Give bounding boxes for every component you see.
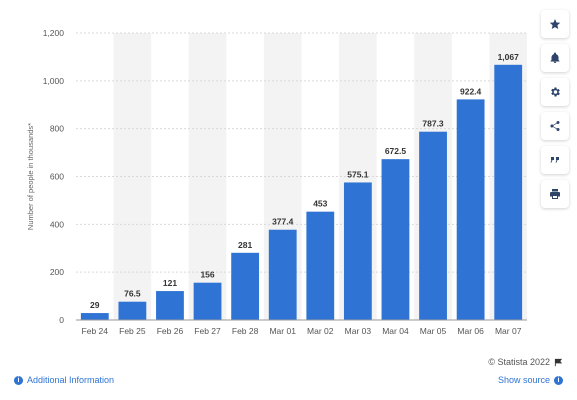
x-tick-label: Mar 05 — [420, 326, 447, 336]
data-label: 922.4 — [460, 86, 482, 96]
data-label: 787.3 — [422, 119, 444, 129]
data-label: 453 — [313, 199, 327, 209]
credit-text: © Statista 2022 — [488, 357, 550, 367]
bar[interactable] — [456, 99, 485, 320]
data-label: 672.5 — [385, 146, 407, 156]
settings-button[interactable] — [541, 78, 569, 106]
bar[interactable] — [494, 64, 523, 320]
data-labels: 29 76.5 121 156 281 377.4 453 575.1 672.5 787.3 92… — [90, 52, 519, 310]
data-label: 121 — [163, 278, 177, 288]
y-tick-label: 1,200 — [43, 28, 65, 38]
x-tick-label: Feb 28 — [232, 326, 259, 336]
y-axis-title: Number of people in thousands* — [26, 123, 35, 230]
gridlines — [76, 32, 527, 273]
bar[interactable] — [381, 159, 410, 320]
data-label: 1,067 — [498, 52, 520, 62]
quote-icon — [550, 157, 559, 163]
x-tick-label: Feb 27 — [194, 326, 221, 336]
statista-credit[interactable]: © Statista 2022 — [488, 357, 563, 367]
print-button[interactable] — [541, 180, 569, 208]
data-label: 156 — [200, 270, 214, 280]
x-tick-label: Feb 26 — [157, 326, 184, 336]
info-icon: i — [554, 375, 563, 385]
bar[interactable] — [156, 291, 184, 320]
additional-information-label: Additional Information — [27, 375, 115, 385]
cite-button[interactable] — [541, 146, 569, 174]
share-icon — [550, 120, 560, 131]
x-axis-ticks: Feb 24 Feb 25 Feb 26 Feb 27 Feb 28 Mar 01 Mar … — [82, 326, 522, 336]
data-label: 76.5 — [124, 289, 141, 299]
bar[interactable] — [80, 313, 109, 320]
bell-icon — [550, 52, 560, 63]
show-source-label: Show source — [497, 375, 550, 385]
y-tick-label: 600 — [50, 172, 64, 182]
printer-icon — [550, 189, 560, 199]
bar[interactable] — [343, 182, 372, 320]
bar[interactable] — [419, 131, 447, 320]
x-tick-label: Mar 06 — [457, 326, 484, 336]
x-tick-label: Mar 07 — [495, 326, 522, 336]
bar[interactable] — [268, 229, 297, 320]
y-axis-ticks: 0 200 400 600 800 1,000 1,200 — [43, 28, 65, 325]
share-button[interactable] — [541, 112, 569, 140]
y-tick-label: 800 — [50, 124, 64, 134]
y-tick-label: 1,000 — [43, 76, 65, 86]
gear-icon — [551, 87, 560, 97]
data-label: 281 — [238, 240, 252, 250]
notification-button[interactable] — [541, 44, 569, 72]
y-tick-label: 200 — [50, 267, 64, 277]
x-tick-label: Feb 25 — [119, 326, 146, 336]
data-label: 575.1 — [347, 169, 369, 179]
additional-information-link[interactable]: i Additional Information — [14, 375, 114, 385]
chart-toolbar — [539, 8, 571, 212]
bars — [80, 64, 523, 320]
y-tick-label: 400 — [50, 219, 64, 229]
info-icon: i — [14, 375, 23, 385]
bar[interactable] — [306, 211, 335, 320]
data-label: 29 — [90, 300, 100, 310]
x-tick-label: Mar 02 — [307, 326, 334, 336]
star-icon — [549, 19, 561, 29]
data-label: 377.4 — [272, 217, 294, 227]
bar[interactable] — [193, 282, 222, 320]
x-tick-label: Feb 24 — [82, 326, 109, 336]
x-tick-label: Mar 03 — [345, 326, 372, 336]
bar[interactable] — [118, 301, 147, 320]
x-tick-label: Mar 04 — [382, 326, 409, 336]
favorite-button[interactable] — [541, 10, 569, 38]
bar[interactable] — [231, 252, 260, 320]
x-tick-label: Mar 01 — [269, 326, 296, 336]
y-tick-label: 0 — [59, 315, 64, 325]
show-source-link[interactable]: Show source i — [498, 375, 563, 385]
flag-icon — [554, 358, 563, 366]
